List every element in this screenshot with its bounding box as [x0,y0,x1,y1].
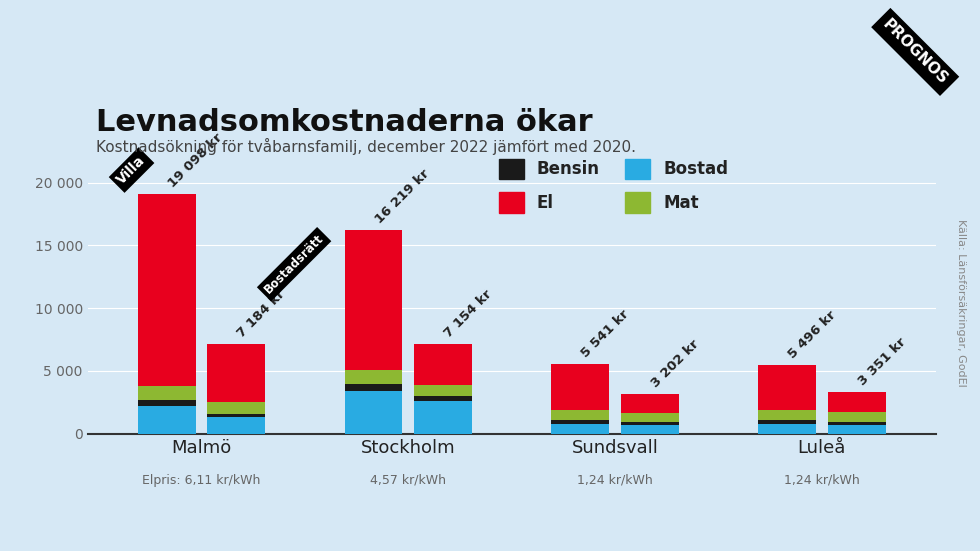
Text: 4,57 kr/kWh: 4,57 kr/kWh [370,474,446,487]
Text: Bostadsrätt: Bostadsrätt [262,232,326,296]
Bar [552,420,610,424]
Text: Kostnadsökning för tvåbarnsfamilj, december 2022 jämfört med 2020.: Kostnadsökning för tvåbarnsfamilj, decem… [96,138,636,155]
Text: 16 219 kr: 16 219 kr [372,168,431,226]
Text: Villa: Villa [115,153,149,187]
Bar [414,385,472,396]
Bar [759,365,816,410]
Text: 1,24 kr/kWh: 1,24 kr/kWh [577,474,653,487]
Bar [759,424,816,434]
Bar [207,418,266,434]
Bar [828,412,886,422]
Bar [345,391,403,434]
Bar [414,344,472,385]
Legend: Bensin, El, Bostad, Mat: Bensin, El, Bostad, Mat [492,152,735,219]
Text: 1,24 kr/kWh: 1,24 kr/kWh [784,474,859,487]
Bar [138,400,196,406]
Text: PROGNOS: PROGNOS [880,17,951,87]
Text: 5 541 kr: 5 541 kr [579,308,632,360]
Bar [138,406,196,434]
Bar [345,370,403,383]
Text: Levnadsomkostnaderna ökar: Levnadsomkostnaderna ökar [96,108,593,137]
Text: Källa: Länsförsäkringar, GodEl: Källa: Länsförsäkringar, GodEl [956,219,965,387]
Bar [828,422,886,425]
Bar [207,343,266,402]
Bar [138,194,196,386]
Bar [207,402,266,414]
Bar [621,393,679,413]
Bar [345,383,403,391]
Bar [621,413,679,422]
Bar [828,425,886,434]
Bar [621,425,679,434]
Bar [759,420,816,424]
Text: 5 496 kr: 5 496 kr [786,308,839,361]
Bar [414,401,472,434]
Bar [552,410,610,420]
Text: 3 351 kr: 3 351 kr [856,335,908,388]
Bar [828,392,886,412]
Text: Elpris: 6,11 kr/kWh: Elpris: 6,11 kr/kWh [142,474,261,487]
Bar [138,386,196,400]
Bar [621,422,679,425]
Bar [552,424,610,434]
Bar [345,230,403,370]
Bar [552,364,610,410]
Text: 7 184 kr: 7 184 kr [235,287,288,340]
Text: 19 098 kr: 19 098 kr [166,131,225,190]
Bar [759,410,816,420]
Text: 7 154 kr: 7 154 kr [442,288,495,340]
Text: 3 202 kr: 3 202 kr [649,337,702,390]
Bar [207,414,266,418]
Bar [414,396,472,401]
